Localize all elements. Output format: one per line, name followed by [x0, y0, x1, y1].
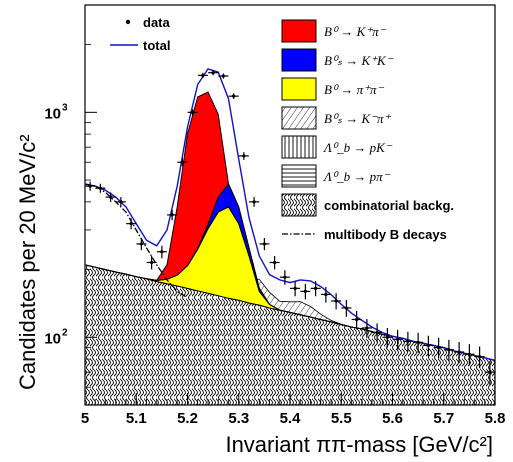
data-point — [259, 238, 270, 251]
b-kpi-fill — [85, 91, 495, 361]
data-point — [115, 197, 126, 207]
data-point — [238, 152, 249, 160]
data-point — [167, 209, 178, 221]
x-axis-title: Invariant ππ-mass [GeV/c²] — [225, 432, 493, 457]
data-point — [208, 70, 219, 76]
data-point — [290, 281, 301, 297]
data-point — [351, 310, 362, 329]
data-point — [402, 331, 413, 352]
data-point — [218, 73, 229, 79]
data-point — [413, 332, 424, 353]
data-point — [95, 183, 106, 193]
y-tick-exponent: 3 — [62, 102, 68, 113]
data-point — [228, 93, 239, 100]
data-point — [484, 361, 495, 385]
x-tick-label: 5.7 — [433, 410, 454, 427]
data-point — [454, 342, 465, 364]
multibody-curve — [85, 183, 188, 299]
legend-label: B⁰ₛ → K⁺K⁻ — [324, 53, 394, 68]
legend-label: Λ⁰_b → pK⁻ — [322, 140, 393, 155]
data-point — [331, 293, 342, 310]
legend-label: multibody B decays — [324, 227, 447, 242]
legend-label: combinatorial backg. — [324, 198, 454, 213]
data-point — [320, 286, 331, 303]
legend-bpipi: B⁰ → π⁺π⁻ — [281, 77, 385, 101]
legend: data total B⁰ → K⁺π⁻ B⁰ₛ → K⁺K⁻ B⁰ → π⁺π⁻ B⁰ₛ… — [110, 15, 454, 242]
data-point — [382, 327, 393, 348]
curves-layer — [85, 68, 495, 361]
x-tick-label: 5.2 — [177, 410, 198, 427]
x-axis: 5 5.1 5.2 5.3 5.4 5.5 5.6 5.7 5.8 — [81, 393, 506, 427]
x-tick-label: 5 — [81, 410, 89, 427]
y-tick-label: 10 — [44, 330, 61, 347]
data-point — [126, 218, 137, 230]
legend-comb: combinatorial backg. — [281, 193, 454, 217]
legend-lbppi: Λ⁰_b → pπ⁻ — [281, 164, 391, 188]
data-point — [136, 238, 147, 251]
data-point — [310, 281, 321, 297]
x-tick-label: 5.4 — [280, 410, 302, 427]
data-point — [197, 72, 208, 78]
data-point — [85, 181, 96, 191]
data-point — [249, 197, 260, 207]
data-point — [392, 329, 403, 350]
legend-label: data — [143, 15, 171, 30]
legend-label: B⁰ → K⁺π⁻ — [324, 24, 387, 39]
legend-bskpi: B⁰ₛ → K⁻π⁺ — [281, 106, 392, 130]
data-point — [372, 323, 383, 343]
legend-multibody: multibody B decays — [282, 227, 447, 242]
data-point — [361, 319, 372, 338]
legend-label: total — [143, 38, 170, 53]
data-point — [146, 256, 157, 270]
data-point — [300, 283, 311, 300]
total-fit-curve — [85, 68, 495, 361]
data-points-layer — [85, 70, 495, 385]
data-point — [474, 346, 485, 369]
legend-bskk: B⁰ₛ → K⁺K⁻ — [281, 48, 394, 72]
stacked-components — [85, 91, 495, 405]
legend-label: Λ⁰_b → pπ⁻ — [322, 169, 391, 184]
data-point — [177, 158, 188, 167]
y-tick-label: 10 — [44, 105, 61, 122]
x-tick-label: 5.8 — [485, 410, 506, 427]
data-point — [187, 109, 198, 116]
legend-data: data — [125, 15, 171, 30]
x-tick-label: 5.5 — [331, 410, 352, 427]
x-tick-label: 5.1 — [126, 410, 147, 427]
data-point — [433, 337, 444, 359]
x-tick-label: 5.6 — [382, 410, 403, 427]
data-point — [156, 245, 167, 259]
legend-label: B⁰ₛ → K⁻π⁺ — [324, 111, 392, 126]
y-tick-exponent: 2 — [62, 327, 68, 338]
legend-bkpi: B⁰ → K⁺π⁻ — [281, 19, 387, 43]
data-point — [464, 344, 475, 366]
legend-lbpk: Λ⁰_b → pK⁻ — [281, 135, 393, 159]
x-tick-label: 5.3 — [228, 410, 249, 427]
data-point — [443, 339, 454, 361]
combinatorial-background-fill — [85, 264, 495, 405]
data-point — [279, 270, 290, 285]
data-point — [269, 256, 280, 270]
legend-total: total — [110, 38, 170, 53]
data-point — [105, 192, 116, 202]
legend-label: B⁰ → π⁺π⁻ — [324, 82, 385, 97]
data-point — [341, 299, 352, 317]
y-axis-title: Candidates per 20 MeV/c² — [15, 134, 40, 390]
data-point — [423, 335, 434, 357]
